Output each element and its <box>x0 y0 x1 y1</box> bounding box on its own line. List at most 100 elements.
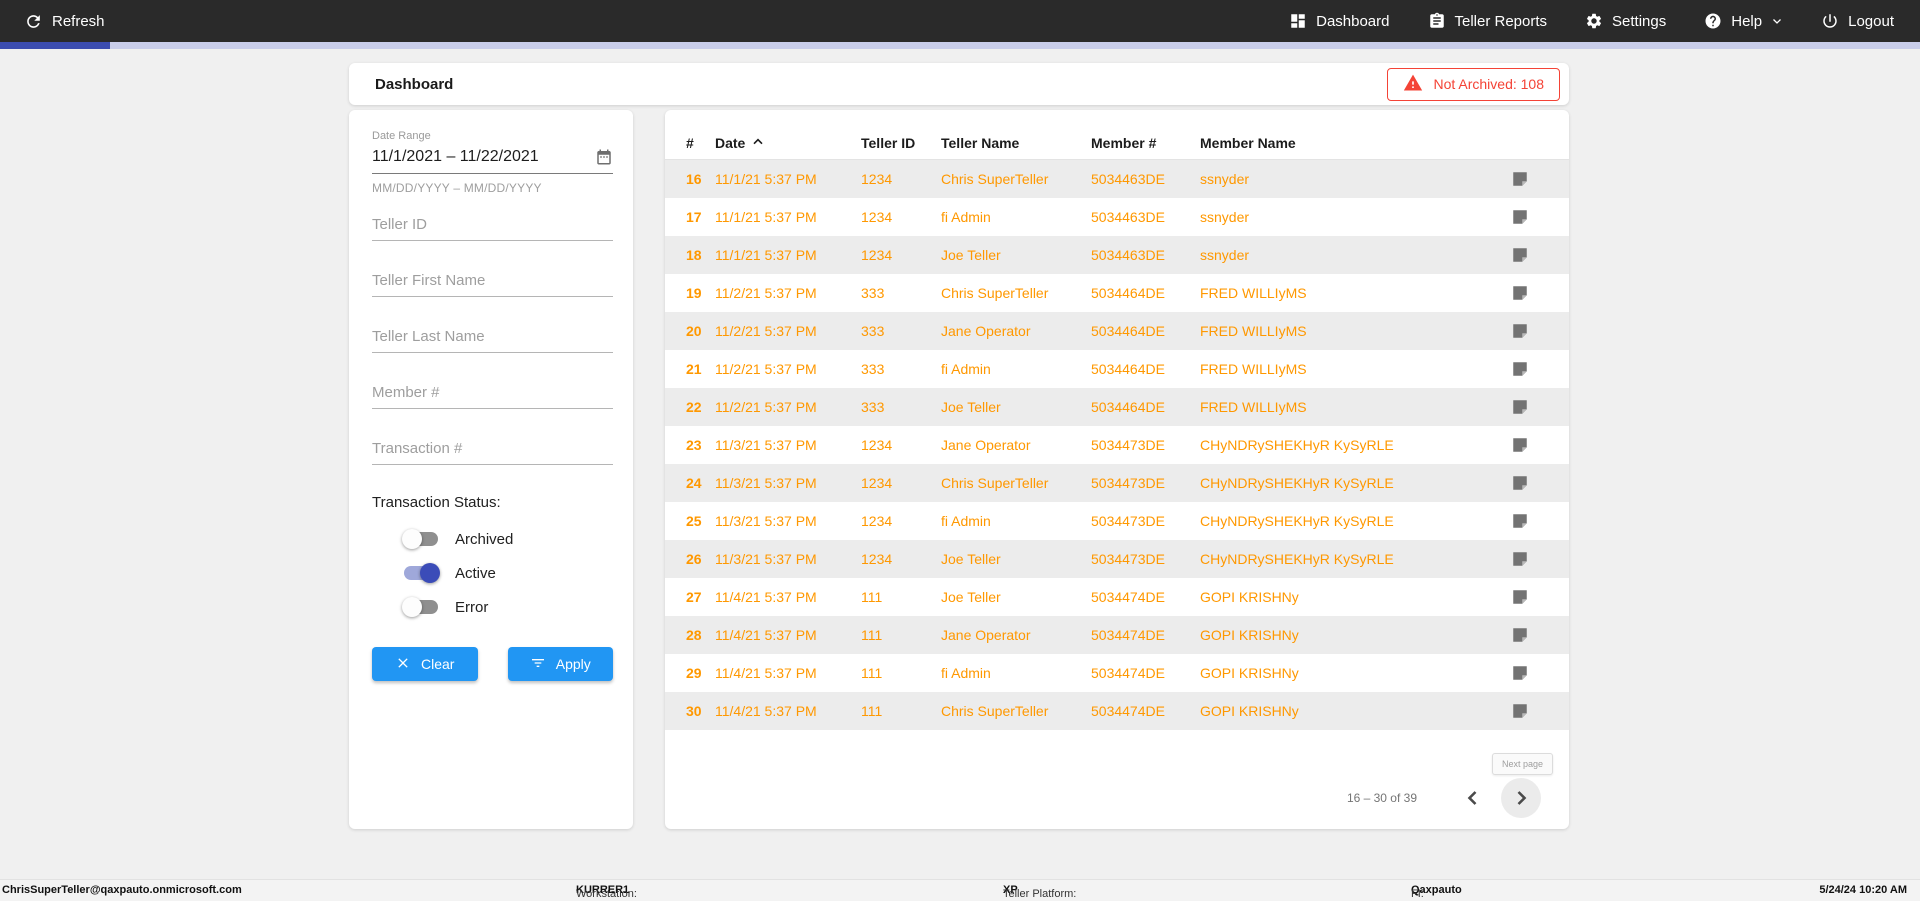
table-body: 16 11/1/21 5:37 PM 1234 Chris SuperTelle… <box>665 160 1569 730</box>
note-icon[interactable] <box>1511 398 1529 416</box>
logged-in-user: ChrisSuperTeller@qaxpauto.onmicrosoft.co… <box>2 884 242 896</box>
member-number-input[interactable] <box>372 385 613 409</box>
refresh-button[interactable]: Refresh <box>24 12 105 31</box>
table-row[interactable]: 26 11/3/21 5:37 PM 1234 Joe Teller 50344… <box>665 540 1569 578</box>
toggle-label: Error <box>455 598 489 616</box>
nav-dashboard[interactable]: Dashboard <box>1289 12 1390 30</box>
toggle-switch[interactable] <box>402 597 438 617</box>
not-archived-badge[interactable]: Not Archived: 108 <box>1387 67 1560 101</box>
row-teller-name: Jane Operator <box>941 627 1031 643</box>
row-date: 11/3/21 5:37 PM <box>715 551 817 567</box>
fi-info: FI: Qaxpauto <box>1411 884 1462 900</box>
status-toggle-archived[interactable]: Archived <box>402 527 613 551</box>
nav-help-label: Help <box>1731 12 1763 30</box>
date-range-label: Date Range <box>372 130 431 142</box>
transaction-status-label: Transaction Status: <box>372 494 501 511</box>
col-header-num[interactable]: # <box>686 135 694 151</box>
note-icon[interactable] <box>1511 550 1529 568</box>
note-icon[interactable] <box>1511 208 1529 226</box>
teller-id-input[interactable] <box>372 217 613 241</box>
row-member-number: 5034473DE <box>1091 513 1165 529</box>
col-header-date[interactable]: Date <box>715 134 861 153</box>
row-number: 25 <box>686 513 702 529</box>
calendar-icon[interactable] <box>595 148 613 166</box>
table-row[interactable]: 19 11/2/21 5:37 PM 333 Chris SuperTeller… <box>665 274 1569 312</box>
note-icon[interactable] <box>1511 664 1529 682</box>
transaction-number-input[interactable] <box>372 441 613 465</box>
refresh-label: Refresh <box>52 12 105 30</box>
nav-logout[interactable]: Logout <box>1821 12 1894 30</box>
power-icon <box>1821 12 1839 30</box>
note-icon[interactable] <box>1511 360 1529 378</box>
status-toggle-error[interactable]: Error <box>402 595 613 619</box>
row-member-number: 5034473DE <box>1091 475 1165 491</box>
table-row[interactable]: 25 11/3/21 5:37 PM 1234 fi Admin 5034473… <box>665 502 1569 540</box>
table-row[interactable]: 24 11/3/21 5:37 PM 1234 Chris SuperTelle… <box>665 464 1569 502</box>
note-icon[interactable] <box>1511 512 1529 530</box>
toggle-switch[interactable] <box>404 563 440 583</box>
row-teller-id: 111 <box>861 665 883 681</box>
note-icon[interactable] <box>1511 246 1529 264</box>
row-member-number: 5034473DE <box>1091 551 1165 567</box>
row-member-name: CHyNDRySHEKHyR KySyRLE <box>1200 513 1394 529</box>
clear-button[interactable]: Clear <box>372 647 478 681</box>
table-row[interactable]: 16 11/1/21 5:37 PM 1234 Chris SuperTelle… <box>665 160 1569 198</box>
date-range-field[interactable]: 11/1/2021 – 11/22/2021 <box>372 148 613 174</box>
nav-settings[interactable]: Settings <box>1585 12 1666 30</box>
table-row[interactable]: 18 11/1/21 5:37 PM 1234 Joe Teller 50344… <box>665 236 1569 274</box>
table-row[interactable]: 30 11/4/21 5:37 PM 111 Chris SuperTeller… <box>665 692 1569 730</box>
note-icon[interactable] <box>1511 170 1529 188</box>
row-member-number: 5034473DE <box>1091 437 1165 453</box>
dashboard-icon <box>1289 12 1307 30</box>
row-number: 22 <box>686 399 702 415</box>
apply-button[interactable]: Apply <box>507 647 613 681</box>
note-icon[interactable] <box>1511 284 1529 302</box>
row-teller-name: fi Admin <box>941 361 991 377</box>
row-date: 11/3/21 5:37 PM <box>715 513 817 529</box>
table-row[interactable]: 22 11/2/21 5:37 PM 333 Joe Teller 503446… <box>665 388 1569 426</box>
row-number: 16 <box>686 171 702 187</box>
note-icon[interactable] <box>1511 588 1529 606</box>
table-row[interactable]: 27 11/4/21 5:37 PM 111 Joe Teller 503447… <box>665 578 1569 616</box>
progress-bar-track <box>0 42 1920 49</box>
teller-platform-info: Teller Platform: XP <box>1003 884 1077 900</box>
row-member-name: FRED WILLIyMS <box>1200 323 1307 339</box>
note-icon[interactable] <box>1511 322 1529 340</box>
col-header-member-num[interactable]: Member # <box>1091 135 1157 151</box>
table-row[interactable]: 17 11/1/21 5:37 PM 1234 fi Admin 5034463… <box>665 198 1569 236</box>
note-icon[interactable] <box>1511 702 1529 720</box>
col-header-member-name[interactable]: Member Name <box>1200 135 1296 151</box>
row-teller-id: 1234 <box>861 551 893 567</box>
col-header-teller-name[interactable]: Teller Name <box>941 135 1020 151</box>
table-row[interactable]: 28 11/4/21 5:37 PM 111 Jane Operator 503… <box>665 616 1569 654</box>
next-page-button[interactable] <box>1501 778 1541 818</box>
col-header-teller-id[interactable]: Teller ID <box>861 135 916 151</box>
row-date: 11/1/21 5:37 PM <box>715 209 817 225</box>
previous-page-button[interactable] <box>1461 786 1485 810</box>
page-header-card: Dashboard Not Archived: 108 <box>349 63 1569 105</box>
table-row[interactable]: 20 11/2/21 5:37 PM 333 Jane Operator 503… <box>665 312 1569 350</box>
row-number: 19 <box>686 285 702 301</box>
note-icon[interactable] <box>1511 474 1529 492</box>
row-teller-name: Joe Teller <box>941 589 1001 605</box>
row-date: 11/1/21 5:37 PM <box>715 171 817 187</box>
nav-help[interactable]: Help <box>1704 12 1783 30</box>
toggle-switch[interactable] <box>402 529 438 549</box>
row-teller-id: 1234 <box>861 171 893 187</box>
row-member-number: 5034474DE <box>1091 665 1165 681</box>
note-icon[interactable] <box>1511 436 1529 454</box>
row-member-number: 5034464DE <box>1091 361 1165 377</box>
row-member-name: GOPI KRISHNy <box>1200 589 1299 605</box>
nav-teller-reports[interactable]: Teller Reports <box>1428 12 1547 30</box>
note-icon[interactable] <box>1511 626 1529 644</box>
table-row[interactable]: 21 11/2/21 5:37 PM 333 fi Admin 5034464D… <box>665 350 1569 388</box>
teller-first-name-input[interactable] <box>372 273 613 297</box>
teller-last-name-input[interactable] <box>372 329 613 353</box>
chevron-down-icon <box>1771 15 1783 27</box>
row-member-name: ssnyder <box>1200 171 1250 187</box>
table-row[interactable]: 23 11/3/21 5:37 PM 1234 Jane Operator 50… <box>665 426 1569 464</box>
table-row[interactable]: 29 11/4/21 5:37 PM 111 fi Admin 5034474D… <box>665 654 1569 692</box>
status-toggle-active[interactable]: Active <box>404 561 613 585</box>
nav-settings-label: Settings <box>1612 12 1667 30</box>
row-number: 27 <box>686 589 702 605</box>
